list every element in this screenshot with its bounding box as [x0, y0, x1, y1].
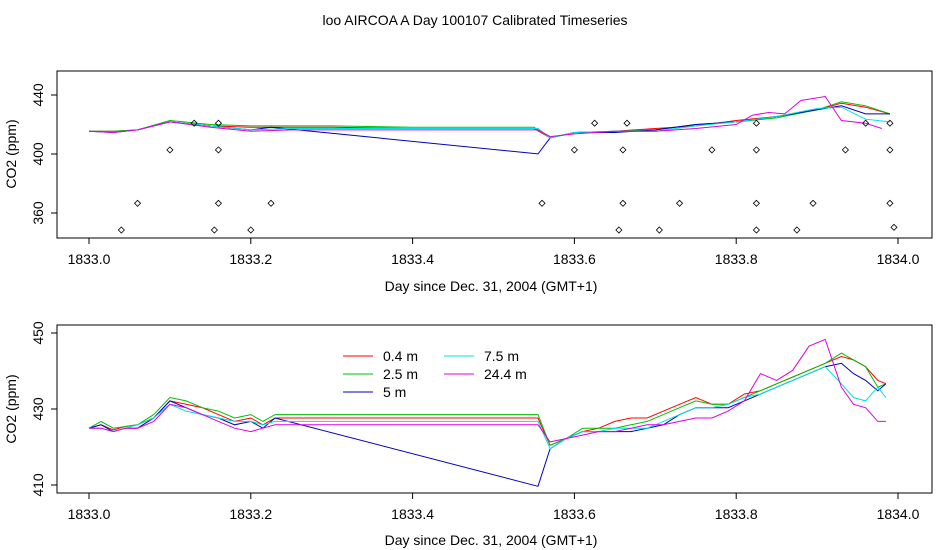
diamond-marker — [619, 199, 627, 207]
diamond-marker — [862, 119, 870, 127]
diamond-marker — [623, 119, 631, 127]
top-panel: 1833.0 1833.2 1833.4 1833.6 1833.8 1834.0 360 4… — [3, 70, 933, 294]
diamond-marker — [619, 146, 627, 154]
y-tick-label: 450 — [30, 321, 46, 345]
diamond-marker — [214, 199, 223, 207]
legend-label: 5 m — [383, 384, 406, 400]
diamond-marker — [886, 199, 894, 207]
legend-label: 24.4 m — [484, 366, 527, 382]
y-tick-label: 430 — [30, 397, 46, 421]
top-y-axis-label: CO2 (ppm) — [3, 119, 19, 188]
top-markers — [117, 119, 898, 234]
diamond-marker — [210, 226, 218, 234]
diamond-marker — [133, 199, 142, 207]
diamond-marker — [752, 146, 760, 154]
diamond-marker — [708, 146, 716, 154]
y-tick-label: 360 — [30, 201, 46, 225]
y-tick-label: 400 — [30, 142, 46, 166]
bottom-panel: 1833.0 1833.2 1833.4 1833.6 1833.8 1834.0 410 4… — [3, 321, 933, 548]
series-line-2-5-m — [88, 352, 887, 446]
bottom-series-lines — [88, 338, 887, 487]
diamond-marker — [190, 119, 198, 127]
x-tick-label: 1833.8 — [715, 251, 758, 267]
top-x-axis-label: Day since Dec. 31, 2004 (GMT+1) — [385, 278, 598, 294]
series-line-24-4-m — [88, 95, 882, 138]
x-tick-label: 1833.0 — [68, 251, 111, 267]
diamond-marker — [752, 199, 760, 207]
legend-label: 0.4 m — [383, 348, 418, 364]
diamond-marker — [267, 199, 275, 207]
diamond-marker — [117, 226, 125, 234]
x-tick-label: 1833.6 — [553, 506, 596, 522]
top-series-lines — [88, 95, 891, 155]
diamond-marker — [538, 199, 546, 207]
diamond-marker — [676, 199, 684, 207]
diamond-marker — [793, 226, 801, 234]
diamond-marker — [247, 226, 255, 234]
diamond-marker — [166, 146, 174, 154]
diamond-marker — [809, 199, 817, 207]
diamond-marker — [570, 146, 578, 154]
diamond-marker — [841, 146, 849, 154]
x-tick-label: 1833.4 — [391, 251, 434, 267]
x-tick-label: 1833.0 — [68, 506, 111, 522]
bottom-y-axis-label: CO2 (ppm) — [3, 374, 19, 443]
legend-label: 7.5 m — [484, 348, 519, 364]
legend-label: 2.5 m — [383, 366, 418, 382]
x-tick-label: 1833.2 — [229, 506, 272, 522]
diamond-marker — [214, 119, 223, 127]
series-line-24-4-m — [89, 338, 886, 443]
x-tick-label: 1834.0 — [877, 506, 920, 522]
diamond-marker — [890, 223, 898, 231]
series-line-7-5-m — [89, 366, 887, 450]
x-tick-label: 1833.2 — [229, 251, 272, 267]
y-tick-label: 440 — [30, 83, 46, 107]
x-tick-label: 1833.4 — [391, 506, 434, 522]
diamond-marker — [591, 119, 599, 127]
top-axis-ticks: 1833.0 1833.2 1833.4 1833.6 1833.8 1834.0 360 4… — [30, 83, 920, 267]
figure-title: loo AIRCOA A Day 100107 Calibrated Times… — [322, 12, 627, 28]
x-tick-label: 1833.6 — [553, 251, 596, 267]
diamond-marker — [752, 226, 760, 234]
bottom-x-axis-label: Day since Dec. 31, 2004 (GMT+1) — [385, 532, 598, 548]
diamond-marker — [655, 226, 663, 234]
diamond-marker — [615, 226, 623, 234]
y-tick-label: 410 — [30, 473, 46, 497]
diamond-marker — [886, 146, 894, 154]
diamond-marker — [752, 119, 760, 127]
diamond-marker — [214, 146, 223, 154]
bottom-legend: 0.4 m 2.5 m 5 m 7.5 m 24.4 m — [343, 348, 527, 400]
x-tick-label: 1833.8 — [715, 506, 758, 522]
x-tick-label: 1834.0 — [877, 251, 920, 267]
diamond-marker — [886, 119, 894, 127]
bottom-axis-ticks: 1833.0 1833.2 1833.4 1833.6 1833.8 1834.0 410 4… — [30, 321, 920, 522]
